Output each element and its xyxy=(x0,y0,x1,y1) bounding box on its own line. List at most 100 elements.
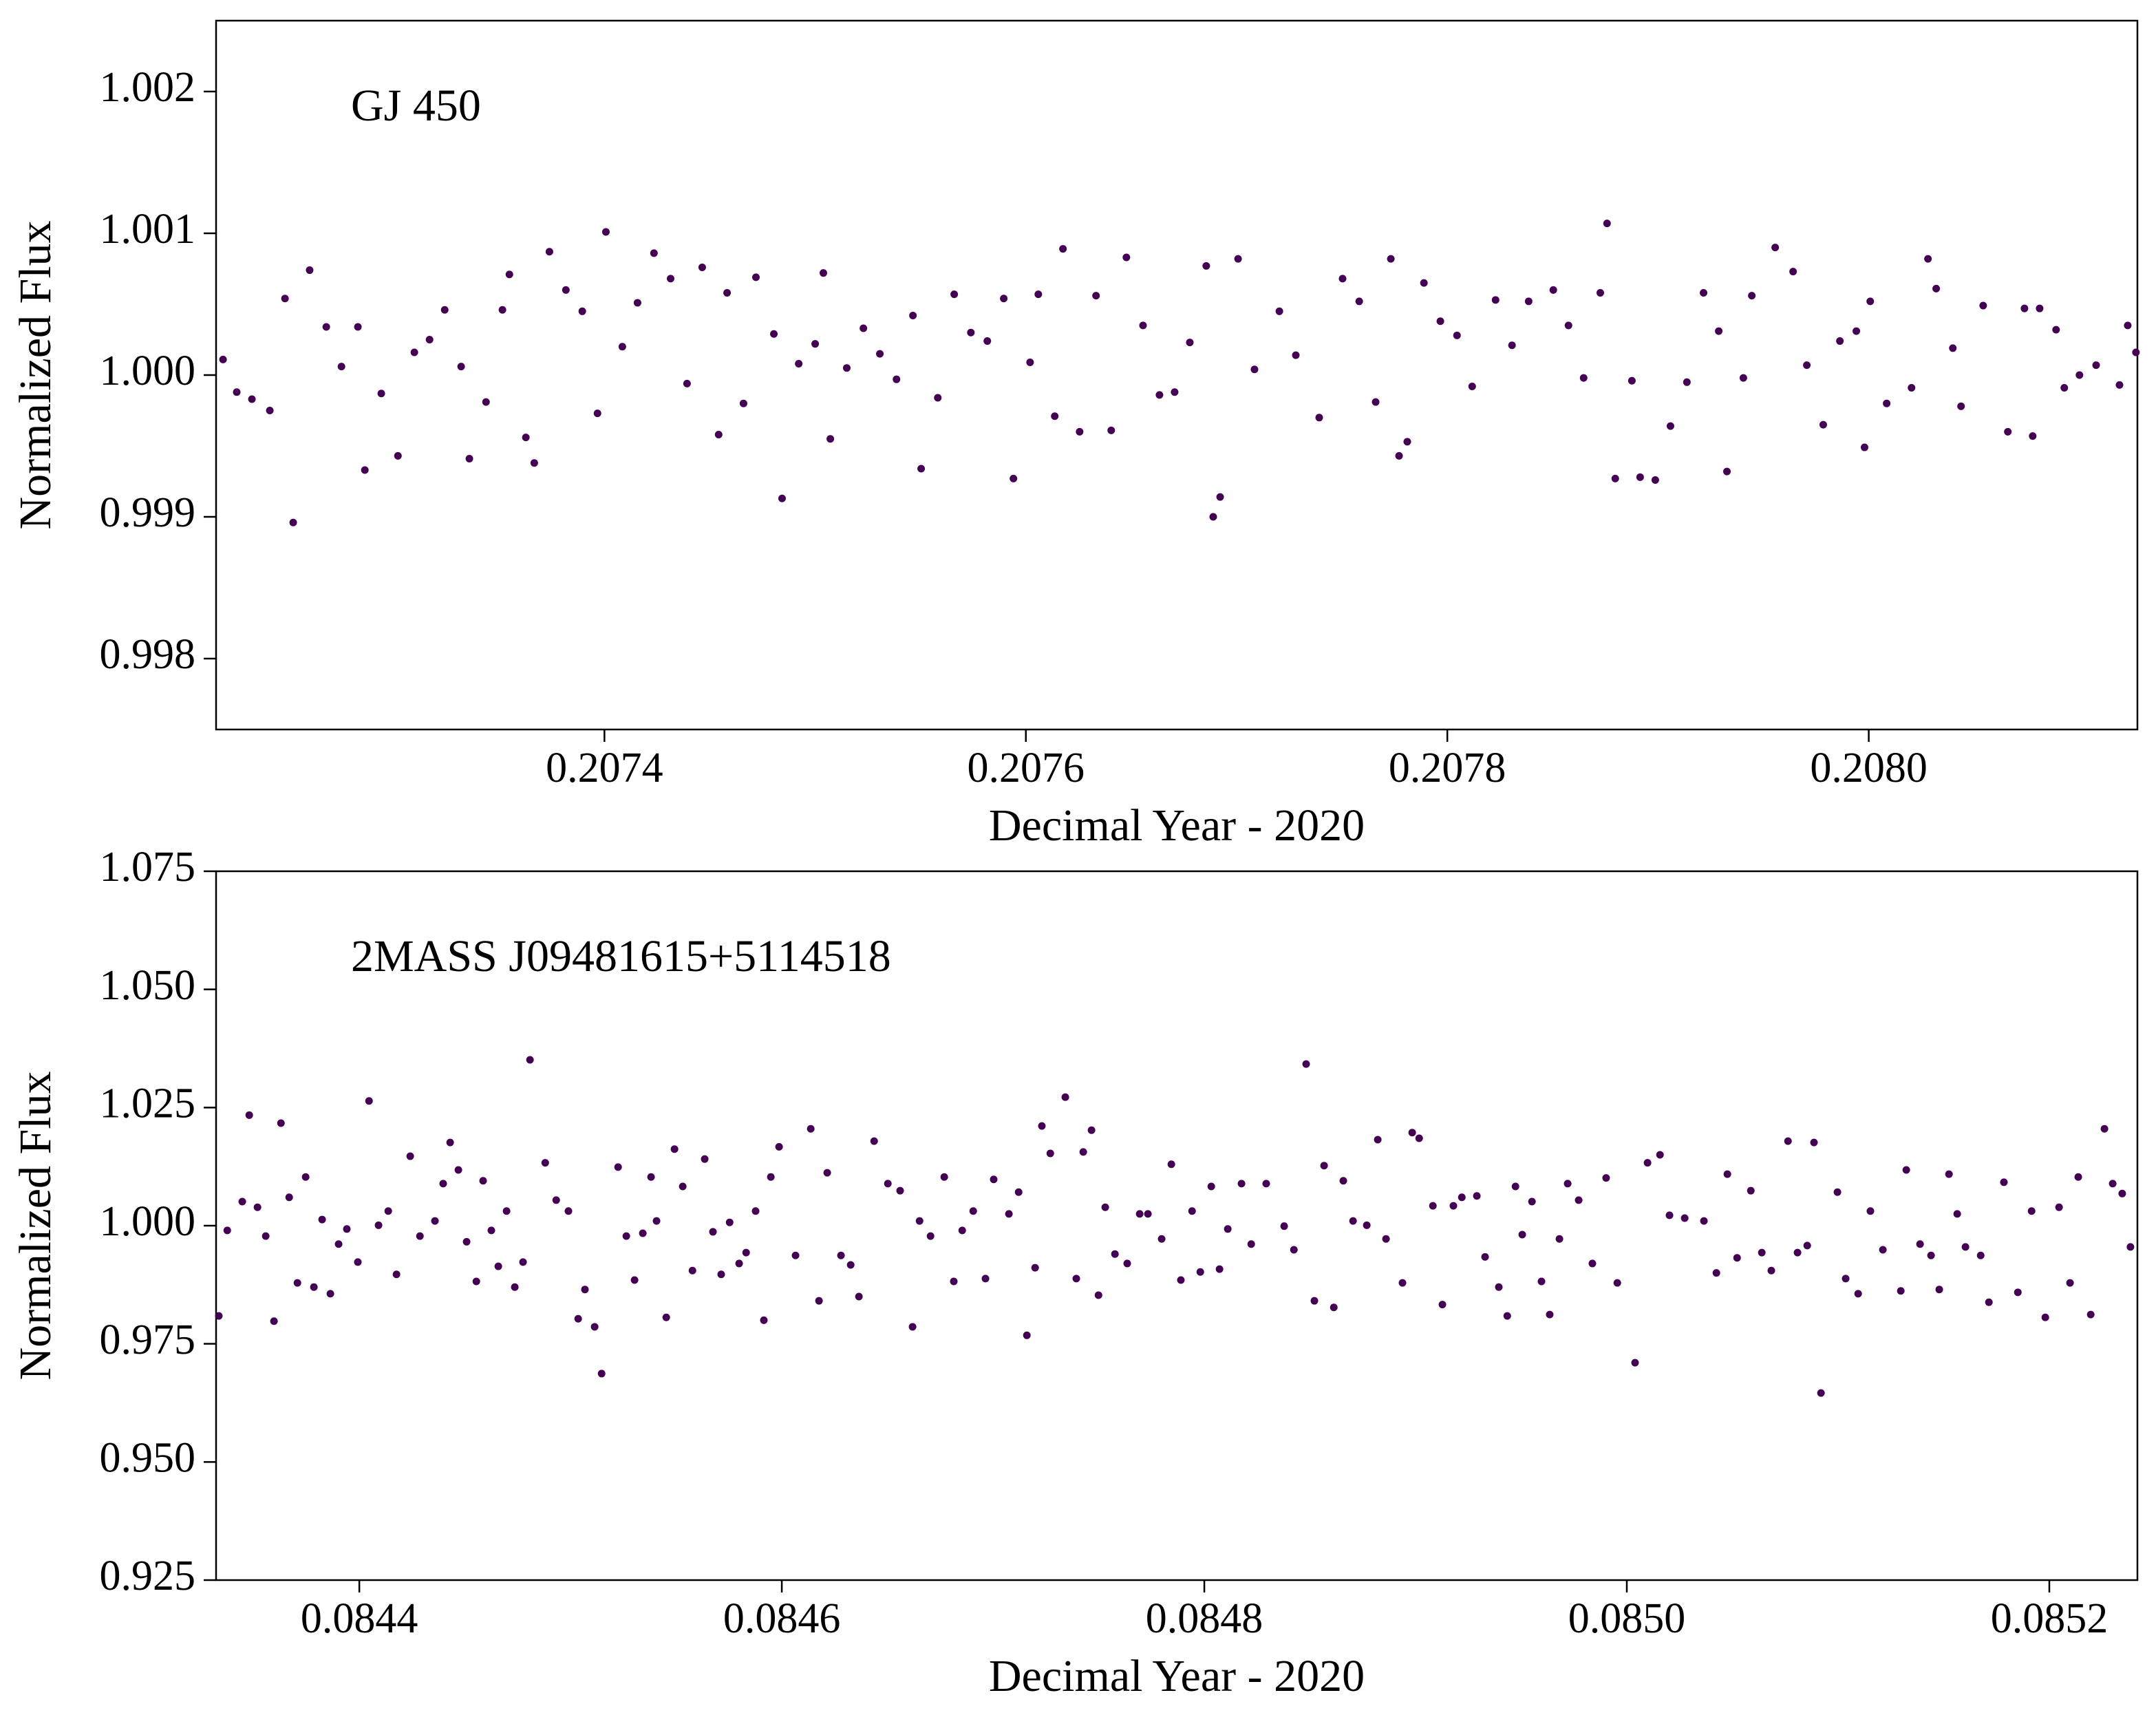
data-point xyxy=(562,286,570,294)
data-point xyxy=(416,1232,424,1240)
data-point xyxy=(1528,1197,1536,1206)
data-point xyxy=(326,1290,334,1298)
data-point xyxy=(1564,321,1572,330)
data-point xyxy=(666,275,674,283)
data-point xyxy=(541,1159,549,1167)
data-point xyxy=(1883,399,1891,407)
data-point xyxy=(2086,1310,2095,1319)
data-point xyxy=(590,1323,599,1331)
data-point xyxy=(1207,1182,1215,1191)
data-point xyxy=(701,1155,709,1163)
data-point xyxy=(1290,1246,1298,1254)
data-point xyxy=(950,290,959,299)
data-point xyxy=(819,269,827,277)
data-point xyxy=(1101,1203,1109,1211)
data-point xyxy=(462,1237,471,1246)
data-point xyxy=(1139,321,1147,330)
data-point xyxy=(597,1370,606,1378)
data-point xyxy=(811,340,820,348)
data-point xyxy=(742,1248,750,1257)
data-point xyxy=(990,1175,998,1184)
y-tick-label: 1.001 xyxy=(100,206,196,253)
data-point xyxy=(1374,1136,1382,1144)
data-point xyxy=(1537,1277,1546,1286)
data-point xyxy=(1549,286,1557,294)
data-point xyxy=(896,1186,904,1195)
data-point xyxy=(1079,1148,1087,1156)
data-point xyxy=(1420,279,1428,287)
data-point xyxy=(752,273,760,281)
data-point xyxy=(1023,1331,1031,1339)
data-point xyxy=(454,1166,462,1174)
data-point xyxy=(1723,467,1731,476)
data-point xyxy=(1415,1134,1423,1142)
x-tick-label: 0.0852 xyxy=(1991,1595,2109,1642)
data-point xyxy=(1292,351,1300,359)
y-tick-label: 0.950 xyxy=(100,1435,196,1482)
data-point xyxy=(647,1173,655,1181)
data-point xyxy=(1747,1186,1755,1195)
data-point xyxy=(767,1173,775,1181)
data-point xyxy=(1034,290,1043,299)
data-point xyxy=(306,266,314,275)
data-point xyxy=(545,248,553,256)
data-point xyxy=(884,1180,892,1188)
data-point xyxy=(1262,1180,1270,1188)
x-tick-label: 0.0850 xyxy=(1568,1595,1686,1642)
data-point xyxy=(723,289,732,297)
data-point xyxy=(1144,1210,1152,1218)
data-point xyxy=(940,1173,948,1181)
data-point xyxy=(1449,1202,1458,1210)
data-point xyxy=(633,299,641,307)
data-point xyxy=(233,388,241,396)
data-point xyxy=(522,434,530,442)
y-axis-label: Normalized Flux xyxy=(10,220,61,529)
data-point xyxy=(1061,1093,1069,1101)
x-tick-label: 0.0848 xyxy=(1146,1595,1263,1642)
data-point xyxy=(1453,331,1461,339)
data-point xyxy=(1897,1287,1905,1295)
data-point xyxy=(1924,255,1932,263)
x-tick-label: 0.0846 xyxy=(723,1595,841,1642)
data-point xyxy=(908,1323,917,1331)
data-point xyxy=(1700,289,1708,297)
data-point xyxy=(270,1317,278,1325)
data-point xyxy=(301,1173,310,1181)
data-point xyxy=(505,270,513,279)
data-point xyxy=(1315,414,1323,422)
data-point xyxy=(519,1258,527,1266)
data-point xyxy=(2124,321,2132,330)
data-point xyxy=(2075,371,2084,379)
data-point xyxy=(1836,337,1844,345)
data-point xyxy=(377,390,385,398)
data-point xyxy=(253,1203,262,1211)
data-point xyxy=(1976,1251,1985,1259)
x-axis-label: Decimal Year - 2020 xyxy=(989,1651,1365,1701)
data-point xyxy=(1302,1060,1310,1068)
data-point xyxy=(494,1262,502,1270)
data-point xyxy=(1046,1149,1054,1158)
data-point xyxy=(815,1297,823,1305)
data-point xyxy=(581,1286,589,1294)
y-tick-label: 1.075 xyxy=(100,844,196,891)
data-point xyxy=(1866,297,1875,306)
data-point xyxy=(2020,304,2029,312)
data-point xyxy=(1167,1160,1175,1169)
data-point xyxy=(1403,438,1411,446)
data-point xyxy=(1866,1207,1875,1215)
data-point xyxy=(1123,1259,1131,1268)
data-point xyxy=(688,1266,696,1275)
data-point xyxy=(289,518,297,526)
data-point xyxy=(1902,1166,1910,1174)
data-point xyxy=(1588,1259,1597,1268)
data-point xyxy=(652,1217,661,1225)
x-tick-label: 0.2074 xyxy=(546,745,663,791)
data-point xyxy=(1157,1235,1166,1243)
data-point xyxy=(1234,255,1242,263)
data-point xyxy=(735,1259,743,1268)
data-point xyxy=(479,1177,487,1185)
data-point xyxy=(440,306,449,314)
data-point xyxy=(1371,398,1380,406)
data-point xyxy=(1575,1196,1583,1204)
data-point xyxy=(1961,1243,1970,1251)
